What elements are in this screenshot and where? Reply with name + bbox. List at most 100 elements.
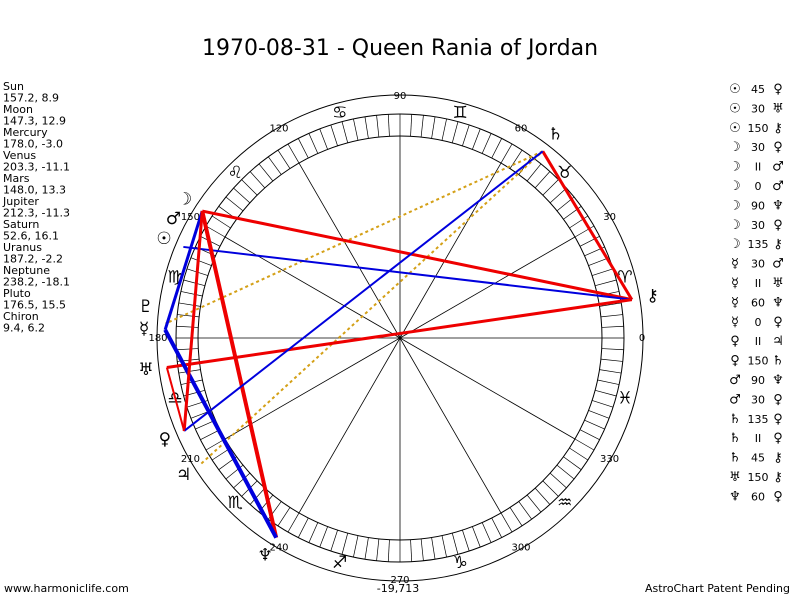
- aspect-type: II: [755, 432, 762, 445]
- ring-tick: [180, 291, 203, 297]
- ring-tick: [178, 302, 201, 307]
- sign-glyph: ♐: [332, 553, 347, 573]
- planet-name: Uranus: [3, 241, 42, 254]
- aspect-from: ☉: [729, 82, 741, 97]
- planet-position: 238.2, -18.1: [3, 276, 70, 289]
- ring-tick: [176, 325, 199, 328]
- ring-tick: [491, 517, 503, 538]
- planet-position: 212.3, -11.3: [3, 207, 70, 220]
- ring-tick: [595, 389, 617, 397]
- aspect-type: II: [755, 277, 762, 290]
- ring-tick: [211, 215, 231, 229]
- aspect-from: ☿: [731, 315, 739, 330]
- ring-tick: [472, 526, 481, 548]
- planet-glyph: ♇: [138, 297, 153, 317]
- ring-tick: [308, 522, 319, 543]
- ring-tick: [574, 225, 595, 238]
- aspect-to: ⚷: [773, 451, 783, 466]
- ring-tick: [341, 121, 349, 143]
- ring-tick: [472, 128, 481, 150]
- aspect-to: ♆: [772, 373, 784, 388]
- ring-tick: [462, 124, 470, 146]
- ring-tick: [588, 410, 610, 419]
- planet-name: Jupiter: [2, 195, 39, 208]
- aspect-to: ♀: [773, 315, 783, 330]
- aspect-from: ☿: [731, 257, 739, 272]
- ring-tick: [225, 196, 244, 212]
- degree-label: 30: [603, 212, 616, 223]
- aspect-to: ♀: [773, 140, 783, 155]
- ring-tick: [330, 124, 338, 146]
- planet-name: Mars: [3, 172, 30, 185]
- ring-tick: [451, 121, 459, 143]
- ring-tick: [549, 472, 567, 489]
- wheel: [156, 94, 644, 582]
- outer-circle: [156, 94, 644, 582]
- ring-tick: [599, 302, 622, 307]
- sign-glyph: ♒: [557, 493, 572, 513]
- planet-glyph: ♅: [138, 360, 153, 380]
- planet-glyph: ♀: [159, 429, 171, 449]
- planet-glyph: ☿: [139, 319, 149, 339]
- ring-tick: [462, 530, 470, 552]
- aspect-type: 30: [751, 102, 765, 115]
- spoke: [224, 236, 401, 339]
- ring-tick: [420, 115, 424, 138]
- ring-tick: [287, 512, 300, 533]
- ring-tick: [376, 115, 380, 138]
- planet-glyph: ☽: [177, 190, 192, 210]
- aspect-line: [182, 210, 204, 432]
- ring-tick: [534, 487, 551, 505]
- planet-glyph: ♄: [548, 125, 563, 145]
- ring-tick: [176, 348, 199, 351]
- aspect-from: ♄: [729, 451, 741, 466]
- aspect-line: [163, 328, 278, 539]
- ring-tick: [205, 438, 226, 451]
- ring-tick: [319, 128, 328, 150]
- ring-tick: [601, 348, 624, 351]
- degree-label: 90: [394, 91, 407, 102]
- ring-tick: [600, 314, 623, 318]
- aspect-from: ☿: [731, 295, 739, 310]
- ring-tick: [277, 507, 291, 527]
- ring-tick: [592, 400, 614, 408]
- aspect-to: ♄: [772, 354, 784, 369]
- ring-tick: [569, 215, 589, 229]
- planet-name: Moon: [3, 103, 33, 116]
- ring-tick: [205, 225, 226, 238]
- chart-title: 1970-08-31 - Queen Rania of Jordan: [202, 36, 598, 61]
- aspect-type: 135: [748, 238, 769, 251]
- planet-glyph: ⚷: [646, 286, 658, 306]
- spoke: [298, 162, 401, 339]
- spoke: [399, 337, 502, 514]
- aspect-type: 30: [751, 219, 765, 232]
- aspect-to: ♂: [772, 160, 784, 175]
- ring-tick: [569, 447, 589, 461]
- footer-value: -19,713: [377, 582, 419, 595]
- ring-tick: [599, 369, 622, 374]
- ring-tick: [556, 464, 575, 480]
- aspect-to: ♀: [773, 218, 783, 233]
- aspect-from: ♅: [729, 470, 741, 485]
- degree-label: 300: [511, 543, 530, 554]
- aspect-from: ♂: [729, 373, 741, 388]
- ring-tick: [297, 138, 309, 159]
- aspect-type: 30: [751, 141, 765, 154]
- aspect-from: ☽: [729, 198, 741, 213]
- spoke: [399, 337, 576, 440]
- aspect-to: ♀: [773, 489, 783, 504]
- aspect-from: ☽: [729, 218, 741, 233]
- ring-tick: [268, 156, 282, 175]
- ring-tick: [579, 429, 600, 441]
- aspect-to: ♀: [773, 412, 783, 427]
- ring-tick: [387, 114, 390, 137]
- ring-tick: [526, 163, 542, 182]
- ring-tick: [183, 279, 205, 287]
- aspect-line: [541, 150, 634, 301]
- ring-tick: [341, 533, 349, 555]
- ring-tick: [233, 472, 251, 489]
- aspect-line: [163, 210, 204, 331]
- ring-tick: [542, 480, 559, 497]
- ring-tick: [249, 171, 266, 189]
